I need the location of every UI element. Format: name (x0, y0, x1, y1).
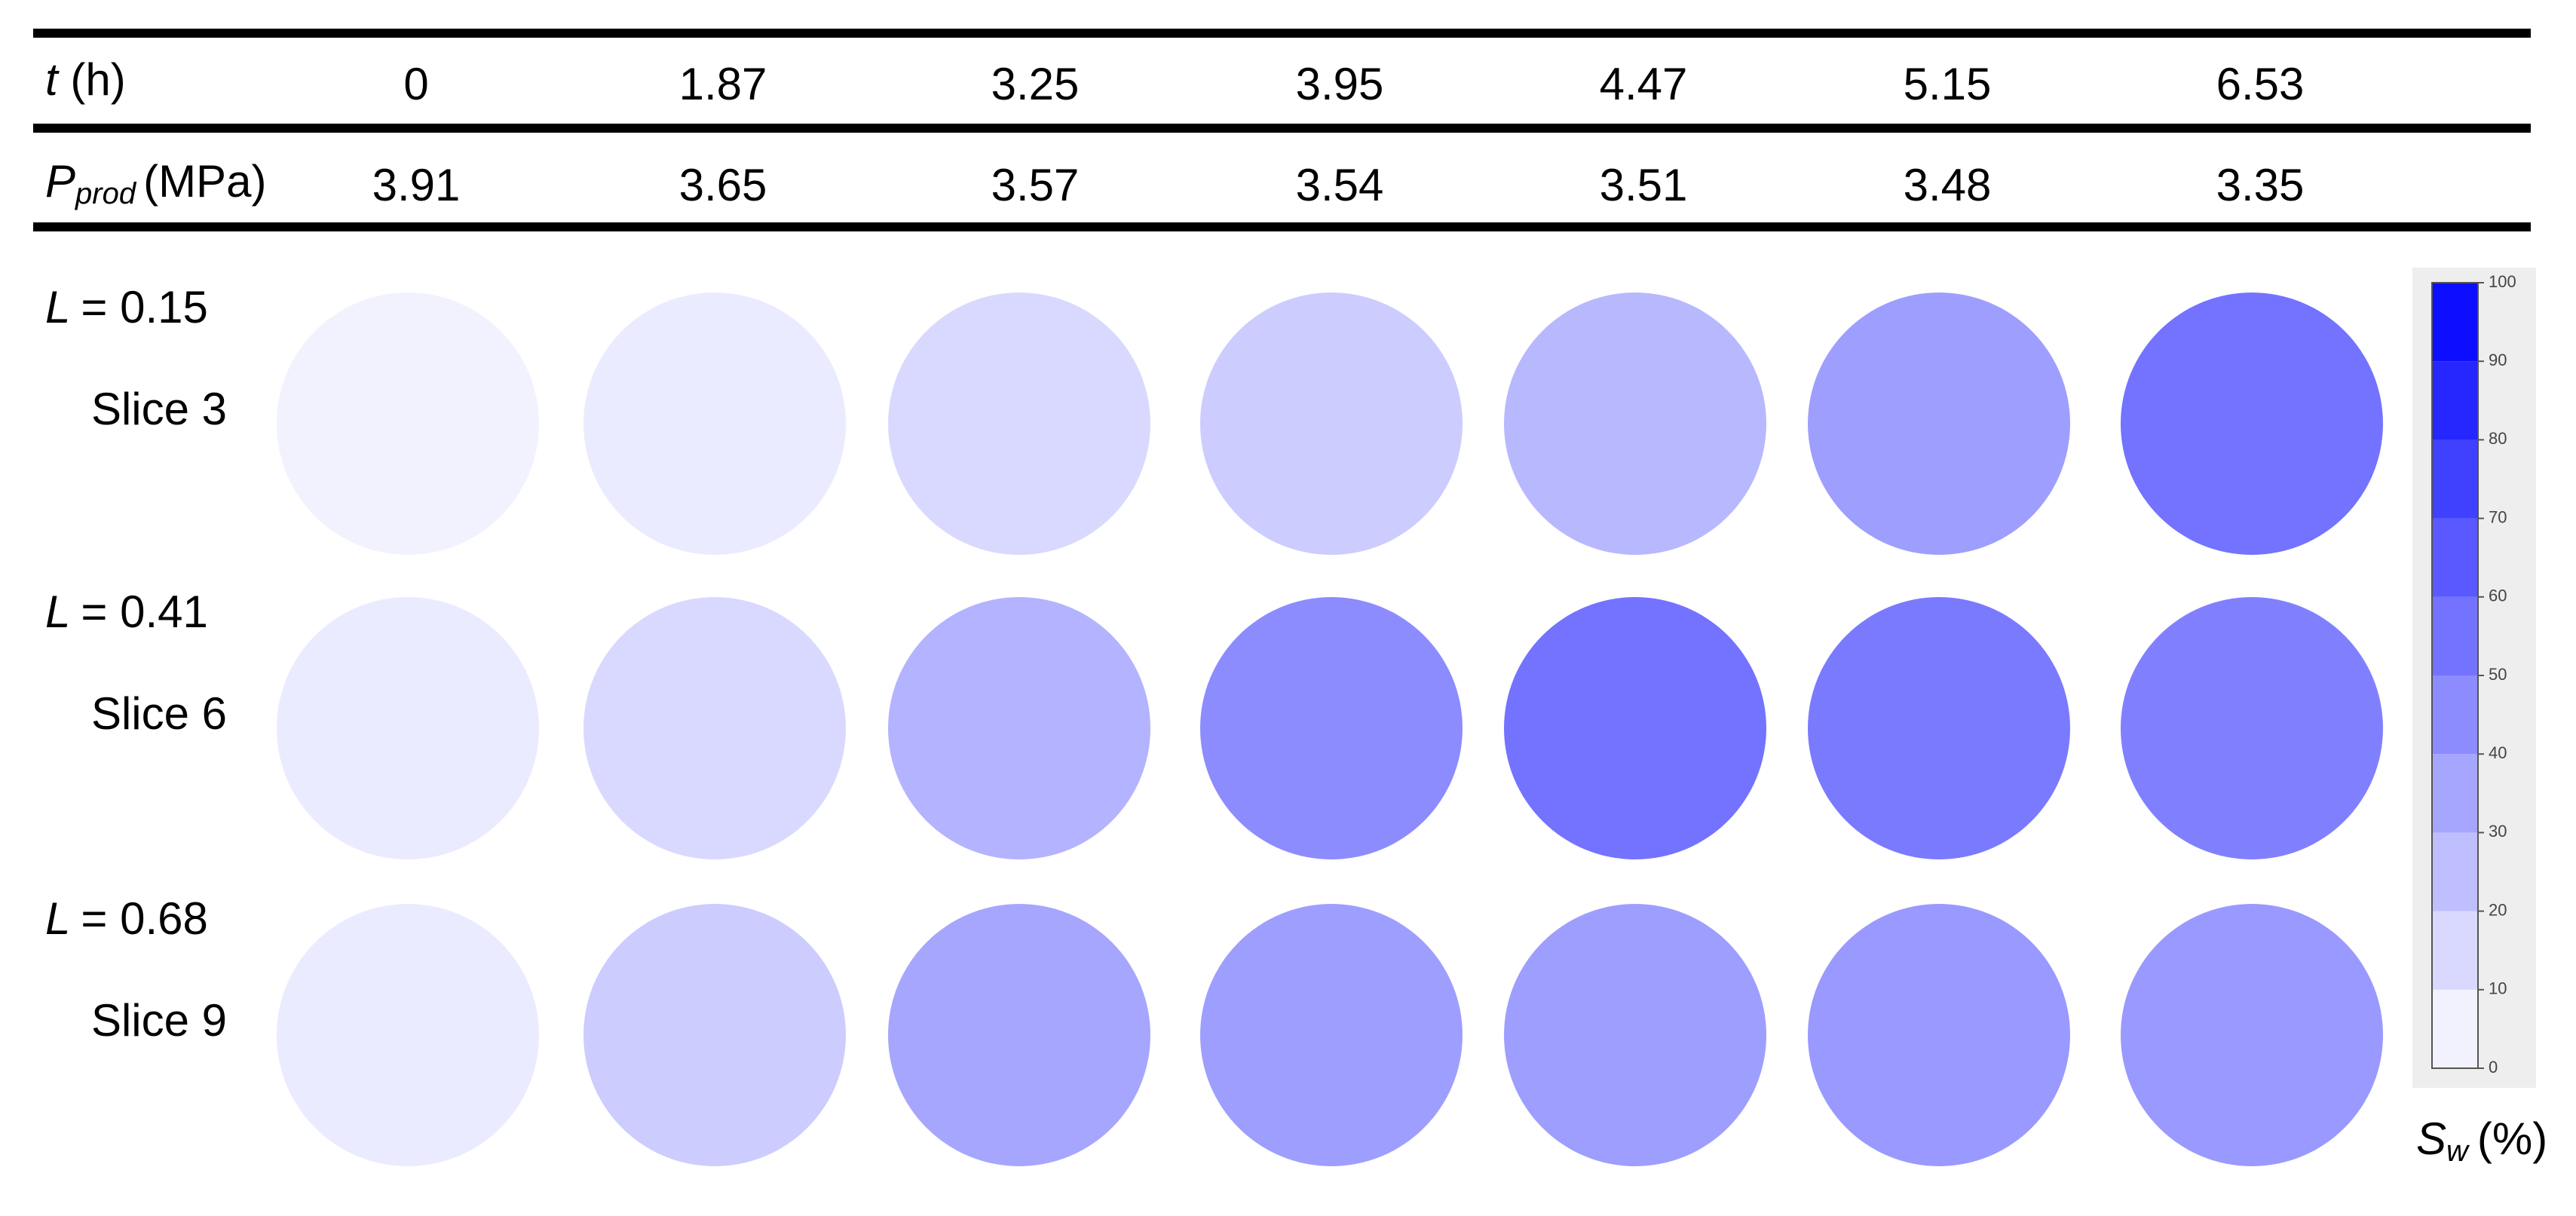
slice-image (277, 293, 539, 555)
colorbar-tick-label: 20 (2489, 900, 2507, 919)
colorbar-label: Sw (%) (2416, 1113, 2547, 1168)
time-header: t (h) (45, 54, 126, 105)
colorbar-tick-label: 90 (2489, 351, 2507, 369)
slice-image (584, 293, 846, 555)
slice-label: Slice 6 (91, 688, 227, 739)
colorbar-block (2432, 754, 2478, 833)
colorbar-tick-label: 60 (2489, 587, 2507, 605)
colorbar-block (2432, 832, 2478, 911)
colorbar-tick-label: 100 (2489, 272, 2516, 291)
top-rule (33, 29, 2531, 38)
slice-image (2121, 904, 2383, 1166)
slice-image (1808, 597, 2070, 859)
slice-image (1200, 597, 1463, 859)
slice-image (1808, 293, 2070, 555)
pressure-value: 3.54 (1296, 160, 1384, 210)
slice-image (277, 597, 539, 859)
colorbar-tick-label: 30 (2489, 822, 2507, 841)
colorbar-tick-label: 0 (2489, 1058, 2498, 1077)
colorbar-tick-label: 40 (2489, 743, 2507, 762)
time-value: 6.53 (2216, 59, 2305, 109)
pressure-value: 3.91 (372, 160, 461, 210)
slice-image (888, 293, 1150, 555)
slice-image (1200, 293, 1463, 555)
pressure-symbol: P (45, 156, 75, 207)
colorbar-block (2432, 361, 2478, 440)
colorbar-tick-label: 10 (2489, 979, 2507, 998)
colorbar-block (2432, 675, 2478, 755)
colorbar-block (2432, 911, 2478, 990)
pressure-value: 3.48 (1904, 160, 1992, 210)
slice-image (1504, 904, 1766, 1166)
pressure-value: 3.57 (991, 160, 1080, 210)
position-text: = 0.41 (81, 587, 208, 637)
position-text: = 0.15 (81, 282, 208, 332)
colorbar-subscript: w (2446, 1135, 2470, 1168)
slice-label: Slice 9 (91, 995, 227, 1046)
bottom-rule (33, 222, 2531, 231)
pressure-header: Pprod (MPa) (45, 156, 266, 210)
slice-image (888, 904, 1150, 1166)
pressure-value: 3.51 (1600, 160, 1688, 210)
slice-image (584, 597, 846, 859)
pressure-unit: (MPa) (143, 156, 266, 207)
colorbar-tick-label: 80 (2489, 429, 2507, 448)
position-symbol: L (45, 587, 70, 637)
position-label: L = 0.68 (45, 893, 208, 944)
mid-rule (33, 124, 2531, 133)
time-value: 5.15 (1904, 59, 1992, 109)
position-symbol: L (45, 893, 70, 944)
slice-label: Slice 3 (91, 384, 227, 434)
slice-image (1200, 904, 1463, 1166)
time-unit: (h) (70, 54, 125, 105)
colorbar-symbol: S (2416, 1113, 2446, 1164)
slice-image (584, 904, 846, 1166)
time-value: 3.25 (991, 59, 1080, 109)
colorbar-block (2432, 283, 2478, 362)
colorbar-tick-label: 70 (2489, 507, 2507, 526)
colorbar-block (2432, 596, 2478, 675)
position-label: L = 0.41 (45, 587, 208, 637)
slice-image (2121, 597, 2383, 859)
colorbar-unit: (%) (2477, 1113, 2547, 1164)
slice-image (1504, 293, 1766, 555)
pressure-subscript: prod (75, 177, 137, 210)
position-symbol: L (45, 282, 70, 332)
colorbar-tick-label: 50 (2489, 665, 2507, 684)
position-text: = 0.68 (81, 893, 208, 944)
colorbar-block (2432, 518, 2478, 597)
time-symbol: t (45, 54, 60, 105)
time-value: 4.47 (1600, 59, 1688, 109)
pressure-value: 3.35 (2216, 160, 2305, 210)
time-value: 0 (403, 59, 428, 109)
pressure-value: 3.65 (679, 160, 767, 210)
slice-image (277, 904, 539, 1166)
slice-image (1504, 597, 1766, 859)
slice-image (1808, 904, 2070, 1166)
time-value: 1.87 (679, 59, 767, 109)
colorbar-block (2432, 440, 2478, 519)
slice-image (888, 597, 1150, 859)
colorbar-block (2432, 989, 2478, 1068)
slice-image (2121, 293, 2383, 555)
position-label: L = 0.15 (45, 282, 208, 332)
time-value: 3.95 (1296, 59, 1384, 109)
